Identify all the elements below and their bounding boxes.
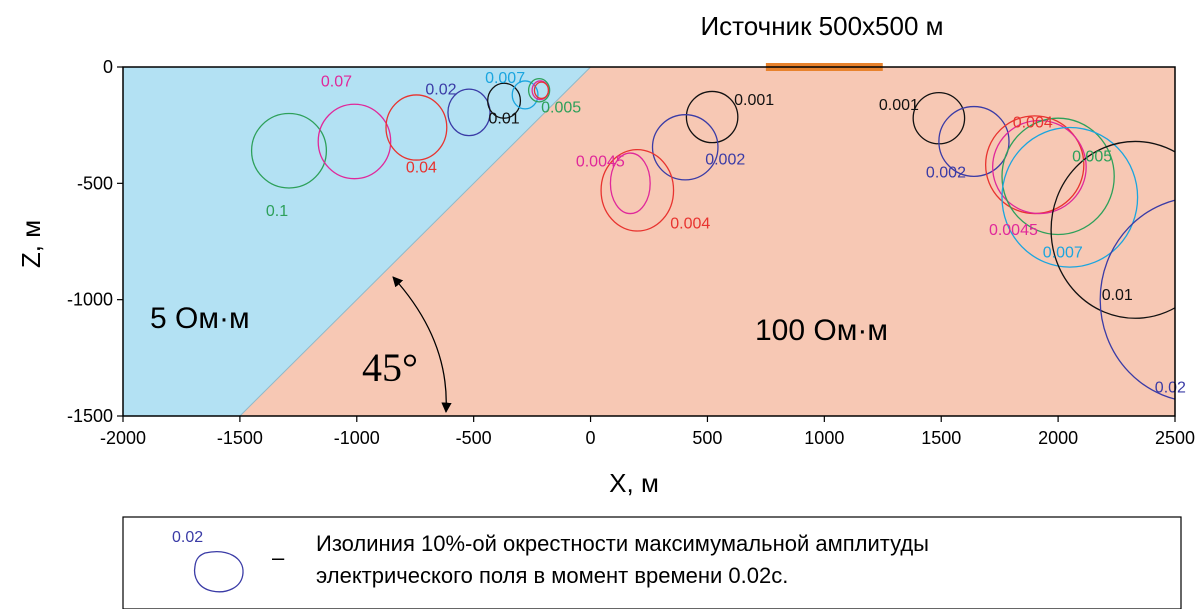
- x-tick-label: 2500: [1155, 428, 1195, 448]
- isoline-contour: [447, 88, 491, 137]
- z-ticks-group: 0 -500 -1000 -1500: [67, 57, 123, 426]
- isoline-label: 0.04: [406, 159, 437, 176]
- isoline-label: 0.001: [879, 97, 919, 114]
- z-tick-label: -1500: [67, 406, 113, 426]
- isoline-contour: [1001, 117, 1115, 236]
- isoline-label: 0.1: [266, 203, 288, 220]
- isoline-label: 0.007: [1043, 244, 1083, 261]
- isoline-contour: [527, 77, 551, 103]
- isoline-label: 0.0045: [989, 222, 1038, 239]
- x-ticks-group: -2000 -1500 -1000 -500 0 500 1000 1500 2000 2500: [100, 416, 1195, 448]
- x-tick-label: 1500: [921, 428, 961, 448]
- source-label: Источник 500х500 м: [700, 11, 943, 41]
- legend-sample-label: 0.02: [172, 529, 203, 546]
- isoline-contour: [992, 119, 1087, 215]
- isoline-contour: [250, 112, 328, 189]
- x-tick-label: 0: [586, 428, 596, 448]
- legend-dash: –: [272, 545, 285, 570]
- isoline-label: 0.005: [541, 99, 581, 116]
- isoline-contour: [600, 148, 675, 232]
- isoline-contour: [487, 82, 522, 119]
- isoline-contour: [533, 81, 550, 100]
- isoline-contour: [317, 103, 392, 180]
- x-tick-label: 2000: [1038, 428, 1078, 448]
- angle-label: 45°: [362, 345, 418, 390]
- x-tick-label: -2000: [100, 428, 146, 448]
- x-tick-label: 500: [692, 428, 722, 448]
- legend-box: [122, 516, 1182, 609]
- plot-frame: [122, 66, 1176, 417]
- isoline-label: 0.004: [670, 215, 710, 232]
- isoline-contour: [385, 94, 448, 161]
- isoline-label: 0.02: [1155, 380, 1186, 397]
- legend-sample-contour: [193, 551, 244, 593]
- isoline-contour: [1050, 140, 1175, 319]
- x-tick-label: -1000: [334, 428, 380, 448]
- medium-100-label: 100 Ом·м: [755, 314, 888, 347]
- medium-5-label: 5 Ом·м: [150, 302, 250, 335]
- z-tick-label: -1000: [67, 290, 113, 310]
- legend-line-2: электрического поля в момент времени 0.0…: [316, 563, 788, 588]
- isoline-label: 0.002: [926, 164, 966, 181]
- x-tick-label: -1500: [217, 428, 263, 448]
- isoline-label: 0.01: [1102, 287, 1133, 304]
- x-axis-title: X, м: [609, 468, 659, 498]
- isoline-contour: [651, 114, 719, 181]
- isoline-label: 0.004: [1013, 115, 1053, 132]
- z-tick-label: 0: [103, 57, 113, 77]
- isoline-label: 0.01: [488, 111, 519, 128]
- isoline-label: 0.005: [1072, 148, 1112, 165]
- isoline-contour: [938, 105, 1010, 178]
- isoline-contour: [609, 152, 651, 215]
- angle-arc-arrow: [392, 276, 452, 414]
- isoline-label: 0.0045: [576, 153, 625, 170]
- legend-line-1: Изолиния 10%-ой окрестности максимумальн…: [316, 531, 929, 556]
- isoline-contour: [685, 90, 739, 144]
- x-tick-label: -500: [456, 428, 492, 448]
- x-tick-label: 1000: [804, 428, 844, 448]
- isoline-contour: [511, 80, 539, 110]
- isoline-label: 0.007: [485, 70, 525, 87]
- isoline-label: 0.002: [705, 151, 745, 168]
- isoline-label: 0.07: [321, 73, 352, 90]
- y-axis-title: Z, м: [16, 220, 46, 268]
- z-tick-label: -500: [77, 173, 113, 193]
- contour-labels-group: 0.1 0.07 0.04 0.02 0.01 0.007 0.005 0.001 0.002 0…: [266, 70, 1186, 397]
- isoline-contour: [1099, 199, 1175, 400]
- isoline-contour: [1001, 126, 1139, 268]
- medium-5-region: [123, 67, 591, 416]
- contours-group: [250, 77, 1175, 400]
- isoline-label: 0.02: [425, 81, 456, 98]
- isoline-label: 0.001: [734, 92, 774, 109]
- boundary-line: [239, 66, 591, 417]
